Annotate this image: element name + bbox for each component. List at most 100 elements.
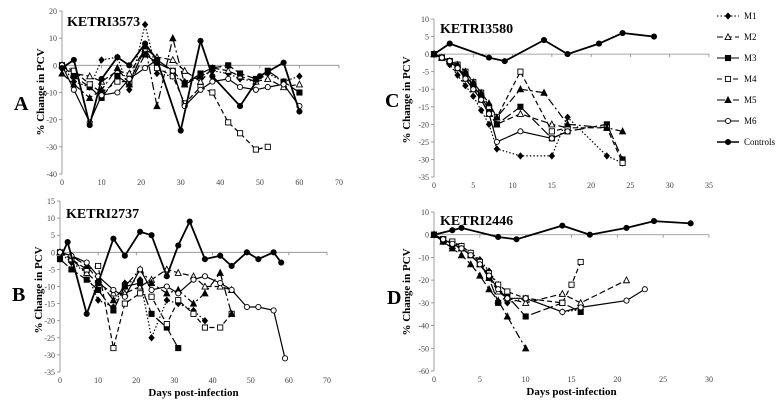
data-point-m5 (516, 85, 525, 93)
panel-title: KETRI2737 (66, 207, 139, 222)
data-point-m5 (461, 67, 470, 75)
data-point-m1 (477, 106, 485, 114)
data-point-m3 (110, 307, 117, 314)
data-point-m6 (70, 86, 77, 93)
data-point-m6 (449, 240, 456, 247)
y-tick-label: 0 (51, 248, 55, 257)
data-point-m4 (95, 262, 102, 270)
data-point-m2 (622, 275, 631, 284)
data-point-m6 (137, 266, 144, 273)
series-line-m4 (61, 47, 268, 151)
x-tick-label: 70 (335, 178, 343, 187)
data-point-m4 (517, 68, 524, 75)
legend-entry-m6: M6 (717, 116, 757, 126)
data-point-m4 (163, 321, 170, 328)
data-point-m2 (558, 289, 567, 297)
x-tick-label: 40 (209, 376, 217, 385)
data-point-m1 (94, 296, 102, 304)
y-tick-label: -60 (418, 367, 429, 376)
data-point-m6 (559, 308, 566, 315)
data-point-controls (58, 65, 66, 72)
data-point-controls (186, 218, 193, 225)
data-point-controls (114, 54, 121, 61)
legend-marker (724, 12, 732, 20)
data-point-controls (163, 273, 170, 280)
data-point-m5 (540, 88, 548, 96)
data-point-m1 (517, 152, 524, 160)
data-point-m6 (110, 286, 117, 293)
data-point-controls (98, 75, 105, 82)
series-m5 (430, 230, 530, 352)
y-tick-label: -35 (418, 173, 429, 182)
x-tick-label: 10 (509, 181, 517, 190)
data-point-controls (430, 231, 438, 238)
data-point-m5 (521, 344, 530, 352)
data-point-m4 (252, 146, 259, 153)
data-point-controls (650, 218, 658, 225)
data-point-controls (243, 249, 250, 256)
x-tick-label: 20 (137, 178, 145, 187)
data-point-m2 (295, 80, 304, 88)
data-point-m6 (243, 303, 250, 311)
data-point-m6 (98, 92, 105, 99)
data-point-controls (255, 256, 262, 263)
data-point-controls (153, 56, 161, 63)
data-point-m4 (148, 293, 155, 300)
y-tick-label: -30 (44, 351, 55, 360)
data-point-controls (110, 235, 117, 242)
x-tick-label: 0 (432, 181, 436, 190)
data-point-m1 (163, 296, 170, 304)
legend-entry-m2: M2 (717, 32, 757, 42)
legend-marker (724, 117, 732, 125)
data-point-controls (175, 242, 182, 249)
data-point-m6 (522, 295, 529, 302)
y-tick-label: -5 (422, 68, 429, 77)
data-point-m4 (175, 297, 182, 304)
data-point-m5 (493, 113, 501, 121)
data-point-m4 (237, 130, 244, 137)
data-point-m6 (641, 286, 648, 293)
data-point-m4 (110, 345, 117, 352)
data-point-m6 (169, 67, 176, 74)
data-point-m1 (462, 82, 469, 90)
data-point-m6 (454, 65, 461, 72)
data-point-m5 (469, 78, 478, 86)
data-point-m4 (504, 288, 511, 295)
legend-marker (724, 54, 732, 62)
x-tick-label: 0 (60, 178, 64, 187)
panel-title: KETRI3573 (67, 15, 140, 30)
data-point-m4 (217, 324, 224, 331)
data-point-m1 (98, 56, 105, 64)
data-point-m5 (618, 127, 627, 135)
series-m1 (56, 248, 209, 342)
data-point-controls (209, 73, 216, 80)
data-point-controls (201, 256, 208, 263)
data-point-m6 (148, 286, 155, 293)
data-point-controls (83, 310, 90, 317)
data-point-m6 (438, 54, 445, 61)
data-point-m5 (58, 69, 66, 77)
x-axis-label: Days post-infection (526, 386, 616, 398)
data-point-m5 (201, 289, 209, 297)
y-tick-label: 10 (421, 15, 429, 24)
data-point-controls (446, 40, 453, 47)
data-point-m3 (68, 266, 75, 273)
series-line-m3 (433, 53, 624, 160)
series-controls (430, 29, 658, 65)
y-tick-label: -25 (418, 138, 429, 147)
data-point-m1 (201, 317, 209, 325)
legend-label: M5 (744, 95, 757, 105)
data-point-m1 (470, 92, 477, 100)
data-point-controls (278, 259, 285, 266)
legend-label: M3 (744, 53, 757, 63)
data-point-m5 (466, 260, 475, 268)
x-tick-label: 50 (247, 376, 255, 385)
y-tick-label: -10 (418, 253, 429, 262)
data-point-m5 (109, 296, 118, 304)
y-tick-label: 0 (425, 50, 429, 59)
x-tick-label: 40 (216, 178, 224, 187)
data-point-m3 (296, 89, 303, 96)
data-point-m2 (264, 74, 272, 82)
panel-title: KETRI3580 (440, 22, 513, 37)
data-point-m6 (446, 58, 453, 65)
